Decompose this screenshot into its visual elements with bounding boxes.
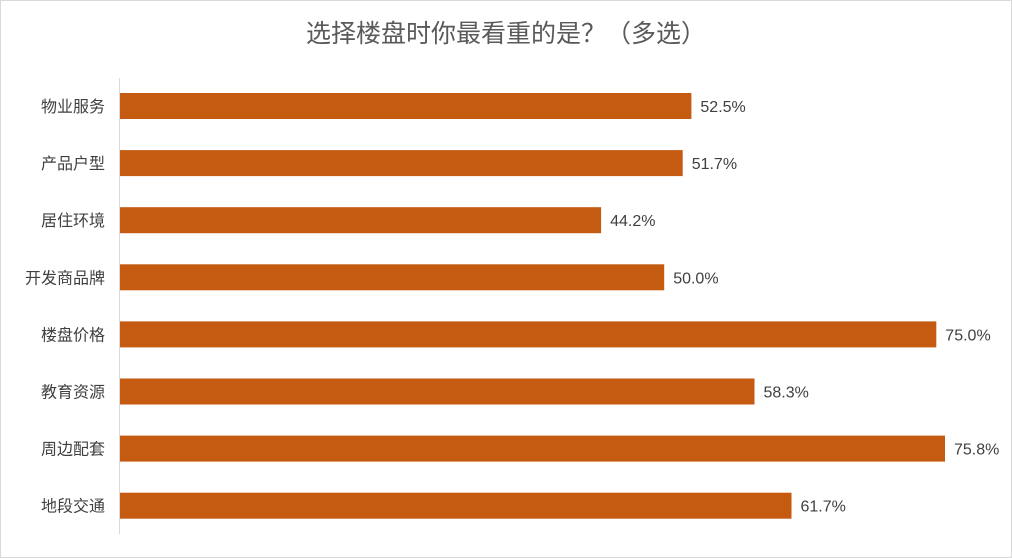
value-label-5: 58.3%: [764, 385, 809, 402]
bar-4: [120, 321, 937, 348]
value-label-7: 61.7%: [801, 499, 846, 516]
value-label-3: 50.0%: [673, 270, 718, 287]
bar-2: [120, 207, 602, 234]
category-label-5: 教育资源: [41, 383, 105, 402]
category-label-0: 物业服务: [41, 97, 105, 116]
chart-title: 选择楼盘时你最看重的是？（多选）: [305, 19, 706, 48]
value-label-1: 51.7%: [692, 156, 737, 173]
category-label-2: 居住环境: [41, 211, 105, 230]
value-label-6: 75.8%: [954, 442, 999, 459]
value-label-0: 52.5%: [700, 99, 745, 116]
bar-3: [120, 264, 665, 291]
category-label-1: 产品户型: [41, 154, 105, 173]
bar-5: [120, 378, 755, 405]
category-label-3: 开发商品牌: [25, 268, 105, 287]
bar-7: [120, 492, 792, 519]
value-label-4: 75.0%: [945, 327, 990, 344]
category-label-4: 楼盘价格: [41, 325, 105, 344]
category-label-6: 周边配套: [41, 440, 105, 459]
bar-0: [120, 93, 692, 119]
category-label-7: 地段交通: [41, 497, 105, 516]
value-label-2: 44.2%: [610, 213, 655, 230]
bar-1: [120, 150, 683, 177]
bar-6: [120, 435, 945, 462]
